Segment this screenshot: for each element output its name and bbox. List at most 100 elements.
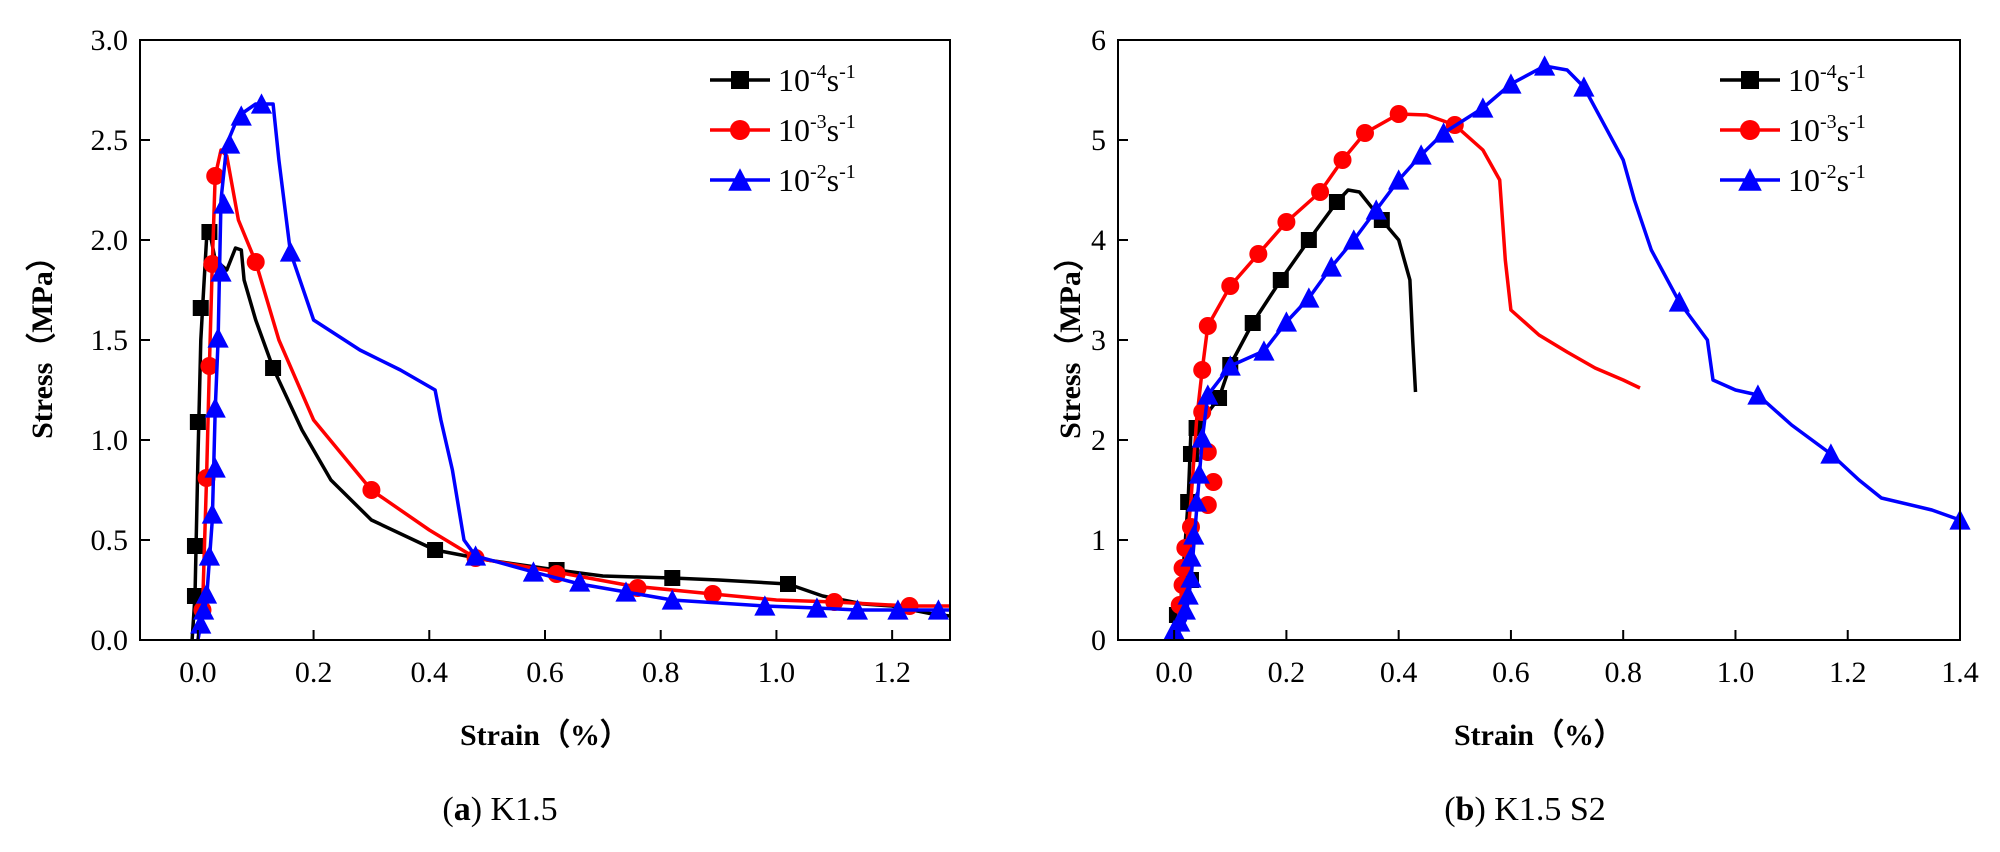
data-point [927, 599, 950, 620]
data-point [754, 595, 776, 616]
axis-ticks: 0.0 0.2 0.4 0.6 0.8 1.0 1.2 1.4 0 1 2 3 4 5 6 [1091, 24, 1979, 689]
data-point [1300, 232, 1317, 248]
x-tick-label: 0.2 [295, 656, 333, 689]
data-point [1388, 169, 1410, 190]
legend-label: 10-3s-1 [778, 111, 856, 148]
axis-ticks: 0.0 0.2 0.4 0.6 0.8 1.0 1.2 0.0 0.5 1.0 1.5 2.0 2.5 3… [91, 24, 911, 689]
data-point [1472, 97, 1494, 118]
plot-marks [1163, 55, 1971, 641]
data-point [1355, 124, 1374, 142]
caption-letter: a [454, 791, 471, 828]
data-point [1534, 55, 1556, 76]
series-line [1172, 112, 1641, 641]
legend-label: 10-3s-1 [1788, 111, 1866, 148]
data-point [1204, 473, 1223, 491]
series-1 [193, 148, 950, 641]
x-tick-label: 1.2 [1829, 656, 1867, 689]
y-tick-label: 2.0 [91, 224, 129, 257]
series-line [1172, 188, 1418, 641]
data-point [230, 105, 252, 126]
series-line [196, 148, 950, 641]
data-point [246, 253, 265, 271]
data-point [569, 571, 591, 592]
data-point [250, 93, 273, 114]
data-point [664, 570, 681, 586]
data-point [204, 397, 226, 418]
y-tick-label: 0.5 [91, 524, 129, 557]
caption-letter: b [1456, 791, 1475, 828]
data-point [1198, 317, 1217, 335]
y-tick-label: 1 [1091, 524, 1106, 557]
data-point [193, 599, 215, 620]
data-point [1193, 361, 1212, 379]
data-point [279, 241, 302, 262]
data-point [806, 597, 828, 618]
y-tick-label: 6 [1091, 24, 1106, 57]
legend-label: 10-4s-1 [778, 61, 856, 98]
y-tick-label: 2 [1091, 424, 1106, 457]
y-tick-label: 5 [1091, 124, 1106, 157]
legend-label: 10-2s-1 [778, 161, 856, 198]
data-point [1249, 245, 1268, 263]
data-point [206, 167, 225, 185]
data-point [190, 613, 212, 634]
data-point [1410, 144, 1432, 165]
data-point [1180, 546, 1202, 567]
legend-entry: 10-2s-1 [710, 161, 856, 198]
data-point [1191, 427, 1213, 448]
data-point [427, 542, 444, 558]
x-tick-label: 0.0 [1155, 656, 1193, 689]
x-tick-label: 0.4 [1380, 656, 1418, 689]
y-axis-label: Stress（MPa） [1053, 241, 1087, 439]
legend-entry: 10-4s-1 [710, 61, 856, 98]
data-point [1389, 105, 1408, 123]
data-point [887, 599, 909, 620]
x-tick-label: 0.6 [1492, 656, 1530, 689]
chart-panel-a: 0.0 0.2 0.4 0.6 0.8 1.0 1.2 0.0 0.5 1.0 1.5 2.0 2.5 3… [25, 24, 951, 828]
data-point [203, 255, 222, 273]
data-point [825, 593, 844, 611]
data-point [1188, 463, 1210, 484]
legend-entry: 10-2s-1 [1720, 161, 1866, 198]
data-point [362, 481, 381, 499]
data-point [703, 585, 722, 603]
data-point [219, 133, 241, 154]
data-point [1180, 567, 1202, 588]
data-point [1311, 183, 1330, 201]
x-tick-label: 0.2 [1268, 656, 1306, 689]
x-tick-label: 1.0 [758, 656, 796, 689]
y-axis-label: Stress（MPa） [25, 241, 59, 439]
legend-entry: 10-3s-1 [710, 111, 856, 148]
data-point [1573, 76, 1595, 97]
data-point [1277, 213, 1296, 231]
legend-label: 10-2s-1 [1788, 161, 1866, 198]
x-tick-label: 0.4 [411, 656, 449, 689]
panel-caption-b: (b) K1.5 S2 [1444, 791, 1606, 828]
data-point [195, 583, 218, 604]
data-point [1320, 256, 1342, 277]
legend-marker [1738, 168, 1762, 191]
data-point [615, 581, 637, 602]
legend: 10-4s-1 10-3s-1 10-2s-1 [710, 61, 856, 198]
y-tick-label: 2.5 [91, 124, 129, 157]
data-point [1182, 446, 1199, 462]
data-point [1244, 315, 1261, 331]
plot-marks [186, 93, 951, 641]
x-tick-label: 1.0 [1717, 656, 1755, 689]
series-2 [190, 93, 950, 641]
data-point [200, 357, 219, 375]
data-point [1185, 491, 1208, 512]
data-point [1193, 403, 1212, 421]
y-tick-label: 3.0 [91, 24, 129, 57]
legend-marker [730, 120, 750, 140]
data-point [1169, 611, 1191, 632]
x-axis-label: Strain（%） [460, 718, 630, 752]
data-point [1668, 291, 1690, 312]
data-point [207, 327, 229, 348]
data-point [1432, 122, 1455, 143]
legend-marker [1741, 71, 1759, 89]
data-point [1253, 340, 1275, 361]
x-axis-label: Strain（%） [1454, 718, 1624, 752]
